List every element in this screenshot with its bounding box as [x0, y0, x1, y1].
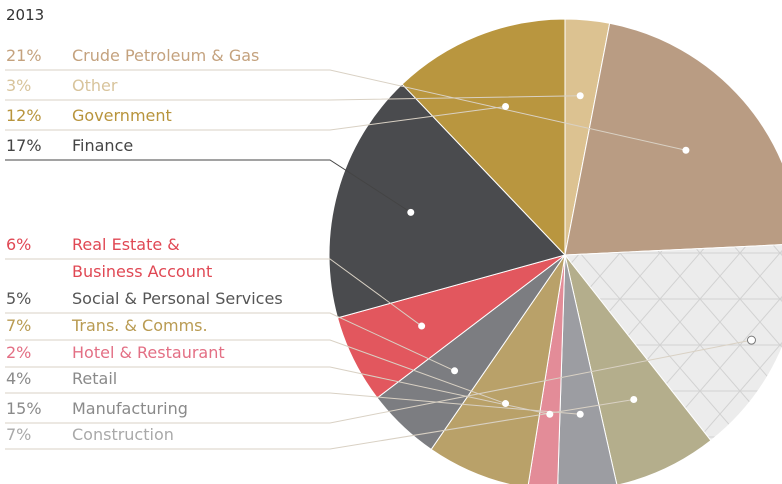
leader-dot	[746, 335, 756, 345]
leader-dot	[546, 410, 554, 418]
leader-line	[5, 339, 752, 424]
leader-dot	[407, 208, 415, 216]
chart-title: 2013	[6, 6, 45, 24]
legend-label: Crude Petroleum & Gas	[72, 46, 260, 65]
value-label: 7%	[6, 425, 32, 444]
leader-line	[5, 159, 412, 213]
leader-line	[5, 69, 687, 151]
leader-dot	[576, 410, 584, 418]
leader-dot	[630, 395, 638, 403]
value-label: 15%	[6, 399, 42, 418]
leader-line	[5, 105, 506, 131]
leader-dot	[502, 102, 510, 110]
value-label: 7%	[6, 316, 32, 335]
legend-label: Trans. & Comms.	[72, 316, 208, 335]
legend-label: Government	[72, 106, 172, 125]
leader-dot	[451, 367, 459, 375]
pie-slice	[328, 83, 566, 319]
value-label: 5%	[6, 289, 32, 308]
value-label: 12%	[6, 106, 42, 125]
leader-line	[5, 366, 550, 415]
pie-slice	[564, 244, 782, 442]
value-label: 4%	[6, 369, 32, 388]
legend-label: Hotel & Restaurant	[72, 343, 225, 362]
leader-line	[5, 258, 422, 327]
legend-label: Construction	[72, 425, 174, 444]
legend-label: Other	[72, 76, 118, 95]
value-label: 17%	[6, 136, 42, 155]
leader-dot	[682, 146, 690, 154]
pie-slice	[564, 22, 782, 256]
legend-label: Real Estate & Business Account	[72, 235, 213, 281]
leader-line	[5, 312, 455, 372]
leader-line	[5, 398, 634, 450]
pie-slice	[557, 254, 618, 484]
leader-line	[5, 392, 581, 415]
pie-slice	[564, 254, 712, 484]
legend-label: Social & Personal Services	[72, 289, 283, 308]
leader-line	[5, 339, 506, 405]
leader-dot	[576, 92, 584, 100]
value-label: 3%	[6, 76, 32, 95]
leader-dot	[502, 400, 510, 408]
leader-dot	[418, 322, 426, 330]
pie-slice	[401, 18, 566, 257]
legend-label: Retail	[72, 369, 118, 388]
value-label: 21%	[6, 46, 42, 65]
legend-label: Finance	[72, 136, 134, 155]
value-label: 2%	[6, 343, 32, 362]
legend-label: Manufacturing	[72, 399, 188, 418]
value-label: 6%	[6, 235, 32, 254]
leader-line	[5, 95, 581, 101]
